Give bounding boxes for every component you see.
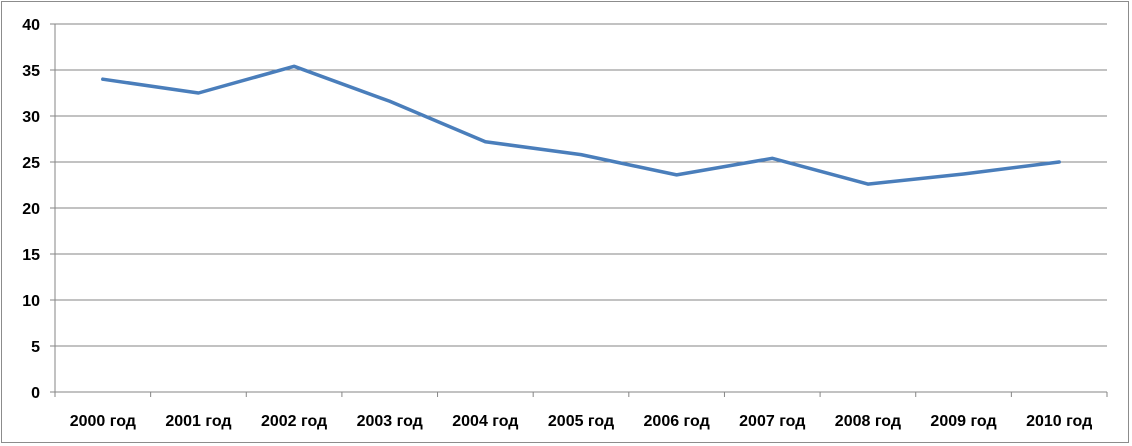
data-point-0-8 [866,182,870,186]
y-tick-label-10: 10 [22,293,40,310]
y-tick-label-40: 40 [22,17,40,34]
x-tick-label-9: 2009 год [930,413,996,430]
x-tick-label-5: 2005 год [548,413,614,430]
x-tick-label-0: 2000 год [70,413,136,430]
x-tick-label-6: 2006 год [644,413,710,430]
gridlines [55,23,1107,347]
y-tick-label-25: 25 [22,155,40,172]
y-tick-labels: 0 5 10 15 20 25 30 35 40 [22,17,40,402]
series-line-0 [101,64,1061,186]
data-point-0-1 [196,91,200,95]
data-point-0-0 [101,77,105,81]
x-tick-label-10: 2010 год [1026,413,1092,430]
axes [50,23,1108,397]
data-point-0-6 [675,173,679,177]
y-tick-label-0: 0 [31,385,40,402]
x-tick-label-1: 2001 год [165,413,231,430]
data-point-0-4 [483,140,487,144]
x-tick-label-3: 2003 год [357,413,423,430]
x-tick-labels: 2000 год 2001 год 2002 год 2003 год 2004 год… [70,413,1093,430]
x-tick-label-2: 2002 год [261,413,327,430]
series [101,64,1061,186]
y-tick-label-5: 5 [31,339,40,356]
data-point-0-7 [770,156,774,160]
data-point-0-9 [962,172,966,176]
x-tick-label-7: 2007 год [739,413,805,430]
x-tick-label-8: 2008 год [835,413,901,430]
y-tick-label-20: 20 [22,201,40,218]
y-tick-label-15: 15 [22,247,40,264]
y-tick-label-30: 30 [22,109,40,126]
data-point-0-10 [1057,160,1061,164]
data-point-0-3 [388,99,392,103]
y-tick-label-35: 35 [22,63,40,80]
data-point-0-5 [579,153,583,157]
data-point-0-2 [292,64,296,68]
x-tick-label-4: 2004 год [452,413,518,430]
